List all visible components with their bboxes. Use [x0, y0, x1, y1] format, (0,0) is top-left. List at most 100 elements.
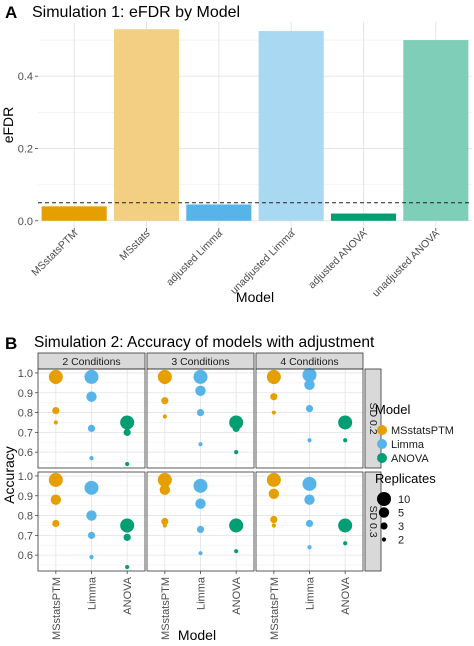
- data-point: [343, 541, 348, 546]
- data-point: [307, 545, 312, 550]
- data-point: [86, 391, 97, 402]
- bar: [330, 213, 397, 221]
- legend-size-label: 10: [398, 494, 410, 506]
- data-point: [198, 442, 203, 447]
- data-point: [302, 367, 317, 382]
- y-tick-label: 0.7: [18, 427, 33, 439]
- data-point: [87, 424, 96, 432]
- legend-size-label: 5: [398, 508, 404, 520]
- data-point: [341, 420, 349, 429]
- y-tick-label: 0.0: [18, 216, 33, 228]
- data-point: [343, 438, 348, 443]
- facet-strip-row-label: SD 0.2: [367, 402, 379, 434]
- data-point: [159, 484, 171, 496]
- data-point: [234, 450, 239, 455]
- bar: [113, 29, 180, 221]
- x-tick-label: MSstatsPTM: [269, 577, 281, 640]
- y-tick-label: 1.0: [18, 471, 33, 483]
- y-tick-label: 0.2: [18, 143, 33, 155]
- panel-b-y-axis-label: Accuracy: [1, 446, 17, 504]
- data-point: [198, 551, 203, 556]
- facet-panel: [37, 471, 146, 572]
- facet-strip-column-label: 4 Conditions: [280, 356, 338, 368]
- data-point: [270, 393, 278, 401]
- legend-color-title: Model: [375, 402, 411, 417]
- data-point: [339, 520, 351, 531]
- y-tick-label: 0.6: [18, 447, 33, 459]
- x-tick-label: unadjusted Limma: [228, 228, 297, 297]
- legend-color-label: ANOVA: [391, 453, 429, 465]
- panel-a-x-axis-label: Model: [236, 289, 274, 305]
- data-point: [162, 414, 167, 419]
- bar: [403, 40, 469, 221]
- data-point: [195, 385, 206, 396]
- x-tick-label: adjusted Limma: [164, 228, 225, 289]
- data-point: [161, 517, 169, 526]
- data-point: [304, 379, 315, 391]
- data-point: [304, 494, 315, 505]
- legend-color-swatch: [377, 439, 387, 449]
- data-point: [48, 472, 63, 487]
- data-point: [196, 525, 205, 534]
- data-point: [195, 498, 206, 509]
- data-point: [270, 515, 278, 524]
- panel-b-y-ticks: 0.6 0.7 0.8 0.9 1.0 0.6 0.7 0.8 0.9 1.0: [18, 368, 38, 562]
- bar: [41, 206, 107, 221]
- x-tick-label: MSstats: [117, 228, 152, 263]
- data-point: [50, 373, 62, 385]
- legend-color-swatch: [377, 453, 387, 463]
- legend-color-label: MSstatsPTM: [391, 425, 454, 437]
- x-tick-label: MSstatsPTM: [51, 577, 63, 640]
- x-tick-label: Limma: [196, 576, 208, 610]
- x-tick-label: ANOVA: [340, 576, 352, 614]
- data-point: [234, 549, 239, 554]
- facet-panel-border: [255, 368, 364, 469]
- data-point: [193, 369, 208, 384]
- data-point: [125, 461, 130, 467]
- legend-size-entries: 10 53 2: [377, 492, 410, 547]
- legend-color-entries: MSstatsPTM Limma ANOVA: [377, 425, 454, 465]
- y-tick-label: 0.9: [18, 388, 33, 400]
- data-point: [271, 410, 276, 415]
- data-point: [157, 472, 172, 487]
- panel-a-title: Simulation 1: eFDR by Model: [32, 4, 240, 21]
- legend-size-swatch: [377, 492, 391, 506]
- facet-panel: [37, 368, 146, 469]
- legend-size-swatch: [380, 522, 388, 530]
- panel-b-title: Simulation 2: Accuracy of models with ad…: [34, 334, 375, 351]
- panel-b-legend: Model MSstatsPTM Limma ANOVA Replicates 10…: [375, 402, 454, 547]
- facet-panel: [146, 471, 255, 572]
- data-point: [50, 494, 62, 505]
- legend-color-label: Limma: [391, 439, 425, 451]
- y-tick-label: 0.9: [18, 491, 33, 503]
- panel-a-label: A: [5, 3, 17, 22]
- data-point: [52, 519, 60, 528]
- data-point: [230, 520, 242, 531]
- y-tick-label: 0.8: [18, 511, 33, 523]
- data-point: [123, 428, 131, 436]
- panel-a-y-ticks: 0.0 0.2 0.4: [18, 71, 38, 228]
- data-point: [123, 533, 131, 541]
- data-point: [307, 438, 312, 443]
- data-point: [232, 424, 240, 432]
- y-tick-label: 0.4: [18, 71, 33, 83]
- panel-a-bars: [41, 29, 469, 221]
- data-point: [268, 488, 280, 499]
- data-point: [86, 510, 97, 521]
- y-tick-label: 0.7: [18, 530, 33, 542]
- data-point: [87, 531, 96, 539]
- panel-b-label: B: [5, 334, 17, 353]
- legend-size-label: 2: [398, 535, 404, 547]
- facet-strip-row-label: SD 0.3: [367, 505, 379, 537]
- facet-strip-row: [364, 471, 382, 572]
- data-point: [84, 369, 99, 384]
- bar: [186, 204, 252, 221]
- data-point: [84, 480, 99, 495]
- facet-panel: [255, 367, 364, 469]
- panel-b-x-axis-label: Model: [178, 627, 216, 643]
- facet-strip-column-label: 2 Conditions: [62, 356, 120, 368]
- x-tick-label: unadjusted ANOVA: [370, 228, 442, 300]
- data-point: [52, 406, 60, 415]
- y-tick-label: 0.6: [18, 550, 33, 562]
